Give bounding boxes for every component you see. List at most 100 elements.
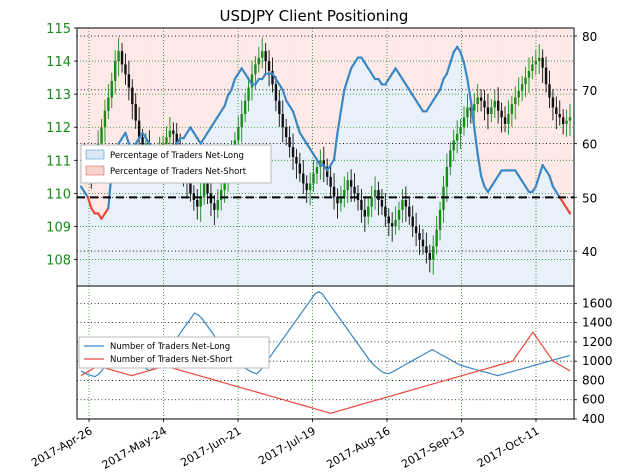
net-long-area-slice bbox=[250, 84, 255, 286]
count-axis-label: 1200 bbox=[582, 335, 613, 349]
net-short-area-slice bbox=[311, 28, 316, 155]
net-long-area-slice bbox=[455, 46, 460, 286]
net-long-area-slice bbox=[363, 62, 367, 286]
net-short-area-slice bbox=[120, 28, 125, 139]
net-long-area-slice bbox=[534, 186, 538, 286]
net-long-area-slice bbox=[568, 213, 573, 286]
price-candle-body bbox=[165, 137, 168, 144]
net-short-area-slice bbox=[202, 28, 207, 139]
net-long-percentage-segment bbox=[459, 51, 466, 65]
net-short-area-slice bbox=[503, 28, 508, 171]
net-long-area-slice bbox=[164, 159, 169, 286]
price-candle-body bbox=[346, 180, 349, 191]
price-candle-body bbox=[243, 100, 247, 114]
net-long-percentage-segment bbox=[281, 88, 288, 102]
price-candle-body bbox=[442, 186, 445, 210]
price-axis-label: 108 bbox=[46, 254, 71, 269]
price-candle-body bbox=[137, 120, 141, 138]
net-short-area-slice bbox=[233, 28, 237, 80]
price-candle-body bbox=[524, 77, 527, 85]
price-candle-body bbox=[466, 107, 469, 118]
net-long-area-slice bbox=[431, 100, 436, 286]
net-short-area-slice bbox=[219, 28, 224, 112]
net-short-area-slice bbox=[335, 28, 340, 133]
net-short-area-slice bbox=[168, 28, 173, 155]
net-short-area-slice bbox=[192, 28, 196, 133]
net-short-area-slice bbox=[250, 28, 255, 85]
count-axis-label: 400 bbox=[582, 412, 605, 426]
top-right-axis: 40 50 60 70 80 bbox=[574, 30, 597, 259]
net-short-area-slice bbox=[428, 28, 432, 106]
net-short-area-slice bbox=[520, 28, 525, 182]
net-short-area-slice bbox=[369, 28, 374, 74]
net-short-area-slice bbox=[472, 28, 477, 128]
price-candle-body bbox=[363, 209, 367, 217]
net-long-area-slice bbox=[202, 138, 207, 286]
price-candle-body bbox=[257, 57, 261, 65]
net-short-area-slice bbox=[506, 28, 511, 171]
price-candle-body bbox=[373, 190, 377, 197]
price-candle-body bbox=[432, 246, 435, 260]
net-short-area-slice bbox=[178, 28, 183, 139]
net-short-area-slice bbox=[438, 28, 443, 90]
date-axis-label: 2017-Jun-21 bbox=[178, 424, 243, 469]
net-short-area-slice bbox=[284, 28, 289, 101]
price-candle-body bbox=[555, 107, 558, 114]
bottom-panel-frame bbox=[76, 285, 575, 420]
net-short-area-slice bbox=[175, 28, 179, 144]
net-long-area-slice bbox=[380, 84, 385, 286]
net-long-area-slice bbox=[178, 138, 183, 286]
net-long-area-slice bbox=[294, 122, 299, 286]
net-long-area-slice bbox=[325, 170, 330, 286]
percent-axis-label: 50 bbox=[582, 191, 597, 205]
price-candle-body bbox=[479, 97, 483, 101]
net-long-area-slice bbox=[281, 89, 285, 286]
net-short-area-slice bbox=[356, 28, 361, 58]
net-long-area-slice bbox=[291, 111, 296, 286]
net-short-area-slice bbox=[431, 28, 436, 101]
net-long-area-slice bbox=[79, 186, 84, 286]
net-long-area-slice bbox=[551, 186, 556, 286]
net-long-count-legend-label: Number of Traders Net-Long bbox=[110, 342, 230, 352]
price-candle-body bbox=[517, 90, 520, 98]
net-short-area-slice bbox=[185, 28, 190, 133]
price-candle-body bbox=[271, 71, 274, 85]
net-short-area-slice bbox=[458, 28, 463, 53]
price-candle-body bbox=[462, 117, 466, 128]
net-short-area-slice bbox=[424, 28, 429, 112]
net-long-area-slice bbox=[99, 218, 104, 286]
net-short-area-slice bbox=[154, 28, 159, 155]
net-long-area-slice bbox=[332, 159, 337, 286]
price-candle-body bbox=[490, 107, 493, 114]
price-candle-body bbox=[213, 203, 216, 210]
price-axis-label: 109 bbox=[46, 220, 71, 235]
net-short-area-slice bbox=[134, 28, 138, 144]
net-long-percentage-segment bbox=[438, 77, 445, 91]
net-short-area-slice bbox=[322, 28, 326, 166]
net-short-area-slice bbox=[209, 28, 214, 128]
net-short-area-slice bbox=[236, 28, 241, 74]
price-candle-body bbox=[514, 97, 517, 105]
net-short-area-slice bbox=[304, 28, 309, 144]
net-short-area-slice bbox=[116, 28, 121, 144]
net-long-percentage-segment bbox=[469, 99, 476, 129]
price-candle-body bbox=[438, 209, 442, 230]
price-candle-body bbox=[349, 180, 353, 187]
price-candle-body bbox=[476, 97, 479, 105]
net-short-area-slice bbox=[359, 28, 364, 58]
net-short-area-slice bbox=[287, 28, 292, 106]
price-candle-body bbox=[120, 51, 124, 65]
net-short-area-slice bbox=[342, 28, 347, 90]
net-short-area-slice bbox=[79, 28, 84, 187]
price-candle-body bbox=[384, 206, 387, 217]
net-long-area-slice bbox=[462, 62, 467, 286]
net-short-area-slice bbox=[414, 28, 419, 101]
net-long-area-slice bbox=[421, 111, 426, 286]
net-long-percentage-segment bbox=[565, 206, 572, 215]
net-long-area-slice bbox=[387, 79, 391, 286]
net-long-area-slice bbox=[506, 170, 511, 286]
count-axis-label: 1400 bbox=[582, 316, 613, 330]
net-long-area-slice bbox=[311, 154, 316, 286]
net-long-percentage-segment bbox=[449, 51, 455, 65]
price-candle-body bbox=[308, 183, 312, 191]
